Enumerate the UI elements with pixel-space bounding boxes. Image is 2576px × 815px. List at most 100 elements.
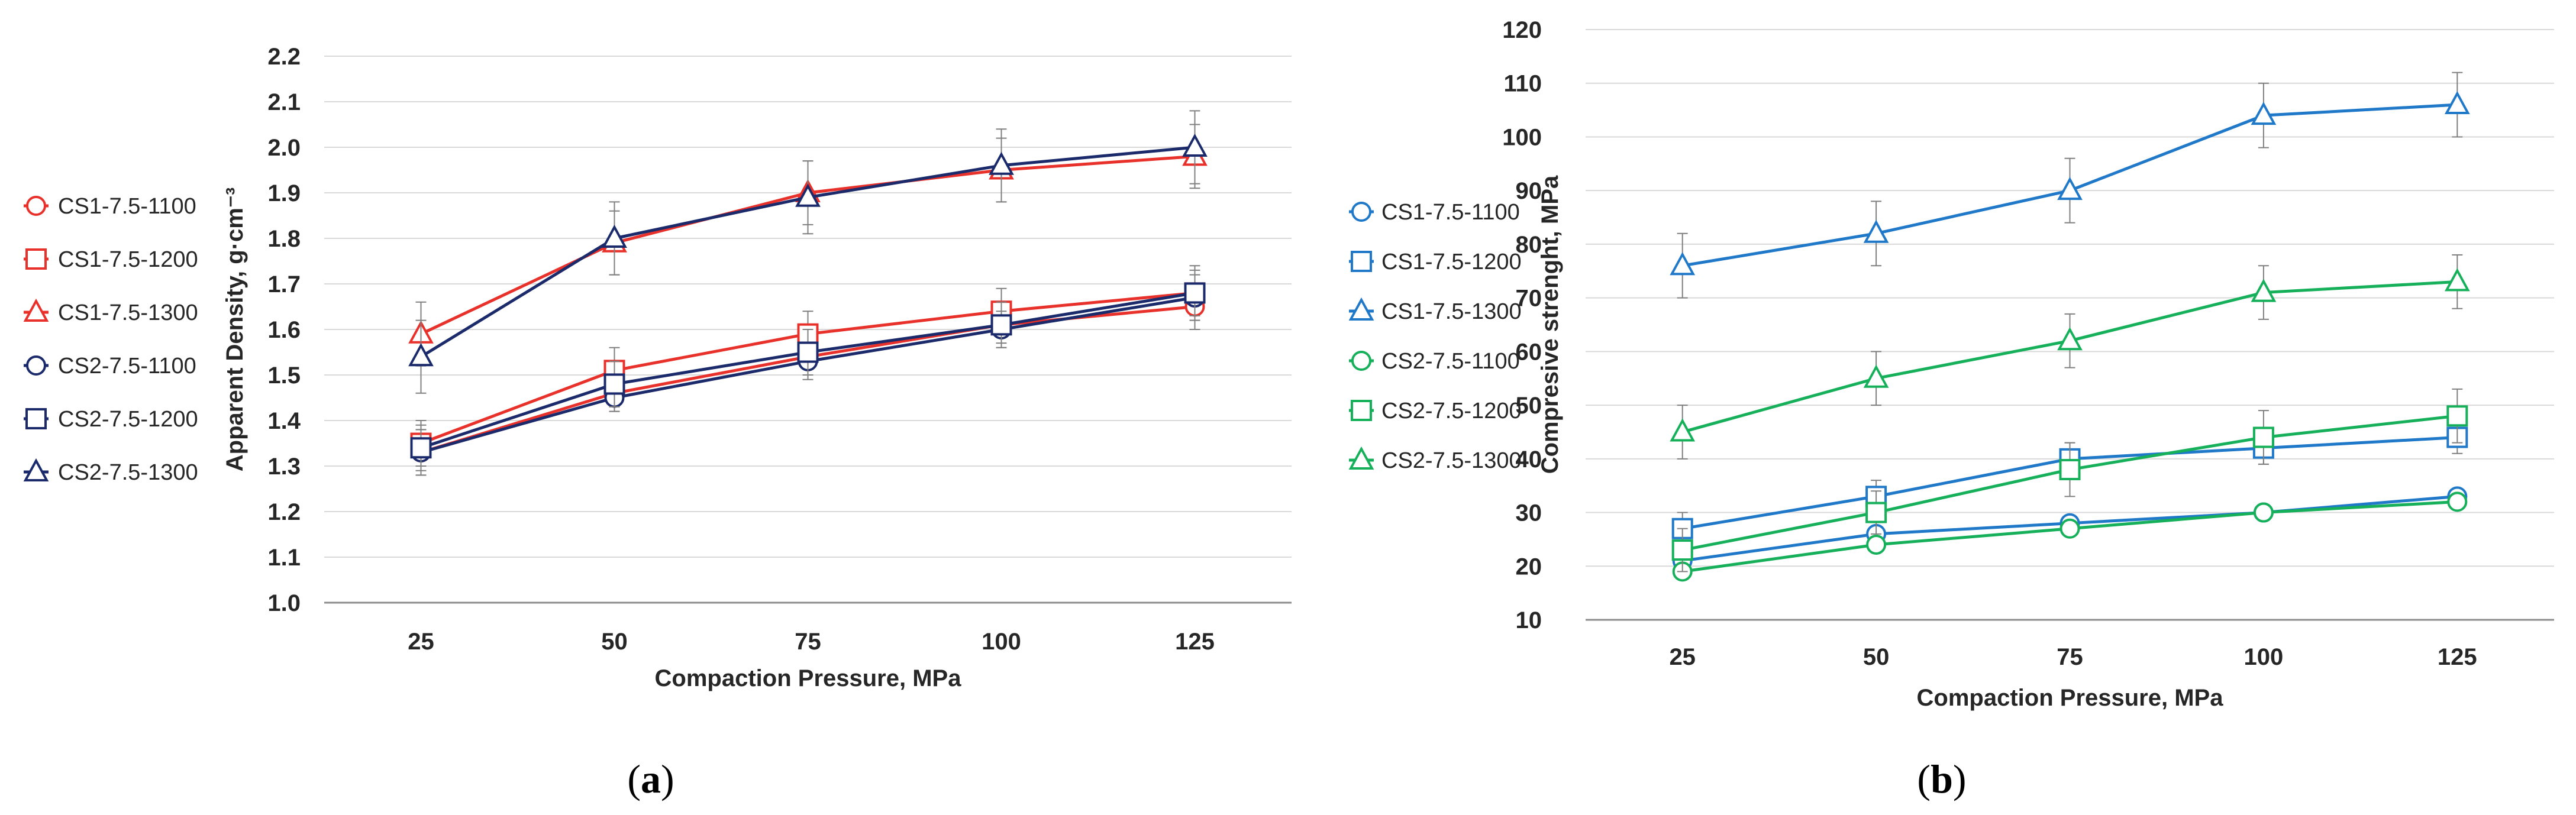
legend-item: CS2-7.5-1100	[1349, 349, 1520, 374]
legend-item: CS1-7.5-1200	[1349, 250, 1522, 274]
legend-marker	[1351, 202, 1371, 222]
data-point	[989, 151, 1014, 175]
series-CS1-7.5-1300	[1670, 72, 2470, 299]
legend-marker	[26, 355, 46, 376]
y-tick-label: 40	[1516, 447, 1542, 473]
legend-item: CS1-7.5-1300	[1348, 297, 1522, 324]
legend-label: CS2-7.5-1200	[58, 407, 198, 432]
legend-marker	[23, 458, 49, 481]
panel-label-close: )	[1953, 756, 1967, 801]
data-point	[1184, 282, 1206, 304]
series-CS2-7.5-1100	[1672, 491, 2468, 582]
legend-label: CS2-7.5-1300	[1381, 448, 1522, 473]
legend-label: CS1-7.5-1200	[1381, 250, 1522, 274]
y-tick-label: 20	[1516, 554, 1542, 580]
legend-marker	[25, 408, 47, 429]
y-tick-label: 100	[1502, 124, 1542, 150]
y-tick-label: 1.8	[267, 226, 301, 252]
y-tick-label: 30	[1516, 500, 1542, 526]
data-point	[797, 341, 819, 363]
panel-label: (b)	[1917, 756, 1966, 801]
legend-marker	[1351, 351, 1371, 371]
legend-item: CS1-7.5-1300	[23, 298, 198, 325]
legend-label: CS1-7.5-1300	[58, 300, 198, 325]
x-tick-label: 25	[408, 629, 434, 655]
data-point	[2252, 426, 2274, 448]
legend-label: CS2-7.5-1300	[58, 460, 198, 485]
legend-item: CS2-7.5-1200	[24, 407, 198, 432]
data-point	[2444, 268, 2470, 292]
x-tick-label: 100	[982, 629, 1021, 655]
data-point	[2057, 327, 2083, 351]
legend-label: CS1-7.5-1100	[1381, 200, 1520, 225]
y-tick-label: 1.7	[267, 271, 301, 297]
y-tick-label: 90	[1516, 178, 1542, 204]
panel-label-open: (	[1917, 756, 1931, 801]
legend-item: CS2-7.5-1100	[24, 354, 196, 379]
legend-item: CS2-7.5-1300	[1348, 446, 1522, 473]
panel-label-close: )	[661, 756, 674, 801]
panel-label-letter: b	[1931, 756, 1953, 801]
data-point	[2059, 518, 2080, 539]
data-point	[1670, 252, 1696, 276]
legend-marker	[1351, 400, 1372, 421]
series-CS2-7.5-1300	[408, 110, 1208, 394]
data-point	[2059, 458, 2081, 480]
y-tick-label: 1.5	[267, 363, 301, 389]
x-tick-label: 100	[2244, 644, 2284, 670]
y-tick-label: 2.2	[267, 44, 301, 70]
data-point	[1863, 219, 1889, 243]
panel-b-strength-chart: 10 20 30 40 50 60 70 80 90 100 110 120 25 50 75 100 125 C…	[1348, 17, 2554, 801]
y-tick-label: 1.9	[267, 180, 301, 206]
legend-label: CS2-7.5-1200	[1381, 399, 1522, 423]
data-point	[1670, 418, 1696, 442]
data-point	[602, 224, 627, 248]
data-point	[1865, 502, 1887, 523]
legend-marker	[1348, 446, 1374, 470]
series-CS2-7.5-1300	[1670, 254, 2470, 460]
legend-item: CS1-7.5-1100	[1349, 200, 1520, 225]
legend-marker	[1351, 251, 1372, 272]
legend-marker	[23, 298, 49, 322]
panel-label-open: (	[627, 756, 641, 801]
y-tick-label: 120	[1502, 17, 1542, 43]
legend-item: CS2-7.5-1200	[1349, 399, 1522, 423]
x-tick-label: 125	[2438, 644, 2477, 670]
data-point	[1866, 534, 1887, 555]
data-point	[990, 314, 1012, 336]
y-axis-title: Apparent Density, g·cm⁻³	[222, 187, 248, 471]
y-tick-label: 50	[1516, 393, 1542, 419]
data-point	[2253, 502, 2274, 523]
y-tick-label: 2.1	[267, 89, 301, 115]
panel-a-density-chart: 1.0 1.1 1.2 1.3 1.4 1.5 1.6 1.7 1.8 1.9 2.0 2.1 2.2 2…	[23, 44, 1292, 801]
legend-label: CS2-7.5-1100	[1381, 349, 1520, 374]
y-tick-label: 1.2	[267, 499, 301, 525]
y-tick-label: 80	[1516, 232, 1542, 258]
legend-label: CS1-7.5-1300	[1381, 299, 1522, 324]
y-tick-label: 1.4	[267, 408, 301, 434]
panel-label: (a)	[627, 756, 674, 801]
y-tick-label: 1.1	[267, 545, 301, 571]
data-point	[1182, 133, 1208, 157]
x-tick-label: 75	[795, 629, 821, 655]
y-tick-label: 2.0	[267, 135, 301, 161]
data-point	[2446, 405, 2468, 427]
panel-label-letter: a	[641, 756, 661, 801]
y-tick-label: 70	[1516, 286, 1542, 312]
data-point	[410, 437, 432, 459]
data-point	[2251, 279, 2277, 302]
y-tick-label: 1.6	[267, 317, 301, 343]
data-point	[795, 183, 821, 207]
data-point	[2447, 491, 2468, 512]
x-tick-label: 25	[1669, 644, 1696, 670]
y-axis-title: Compresive strenght, MPa	[1537, 175, 1563, 474]
y-tick-label: 1.0	[267, 590, 301, 616]
y-tick-label: 60	[1516, 339, 1542, 365]
data-point	[603, 373, 625, 395]
x-tick-label: 75	[2057, 644, 2083, 670]
legend-item: CS1-7.5-1100	[24, 194, 196, 219]
x-axis-title: Compaction Pressure, MPa	[1917, 685, 2224, 711]
legend-item: CS1-7.5-1200	[24, 247, 198, 272]
legend-label: CS1-7.5-1200	[58, 247, 198, 272]
